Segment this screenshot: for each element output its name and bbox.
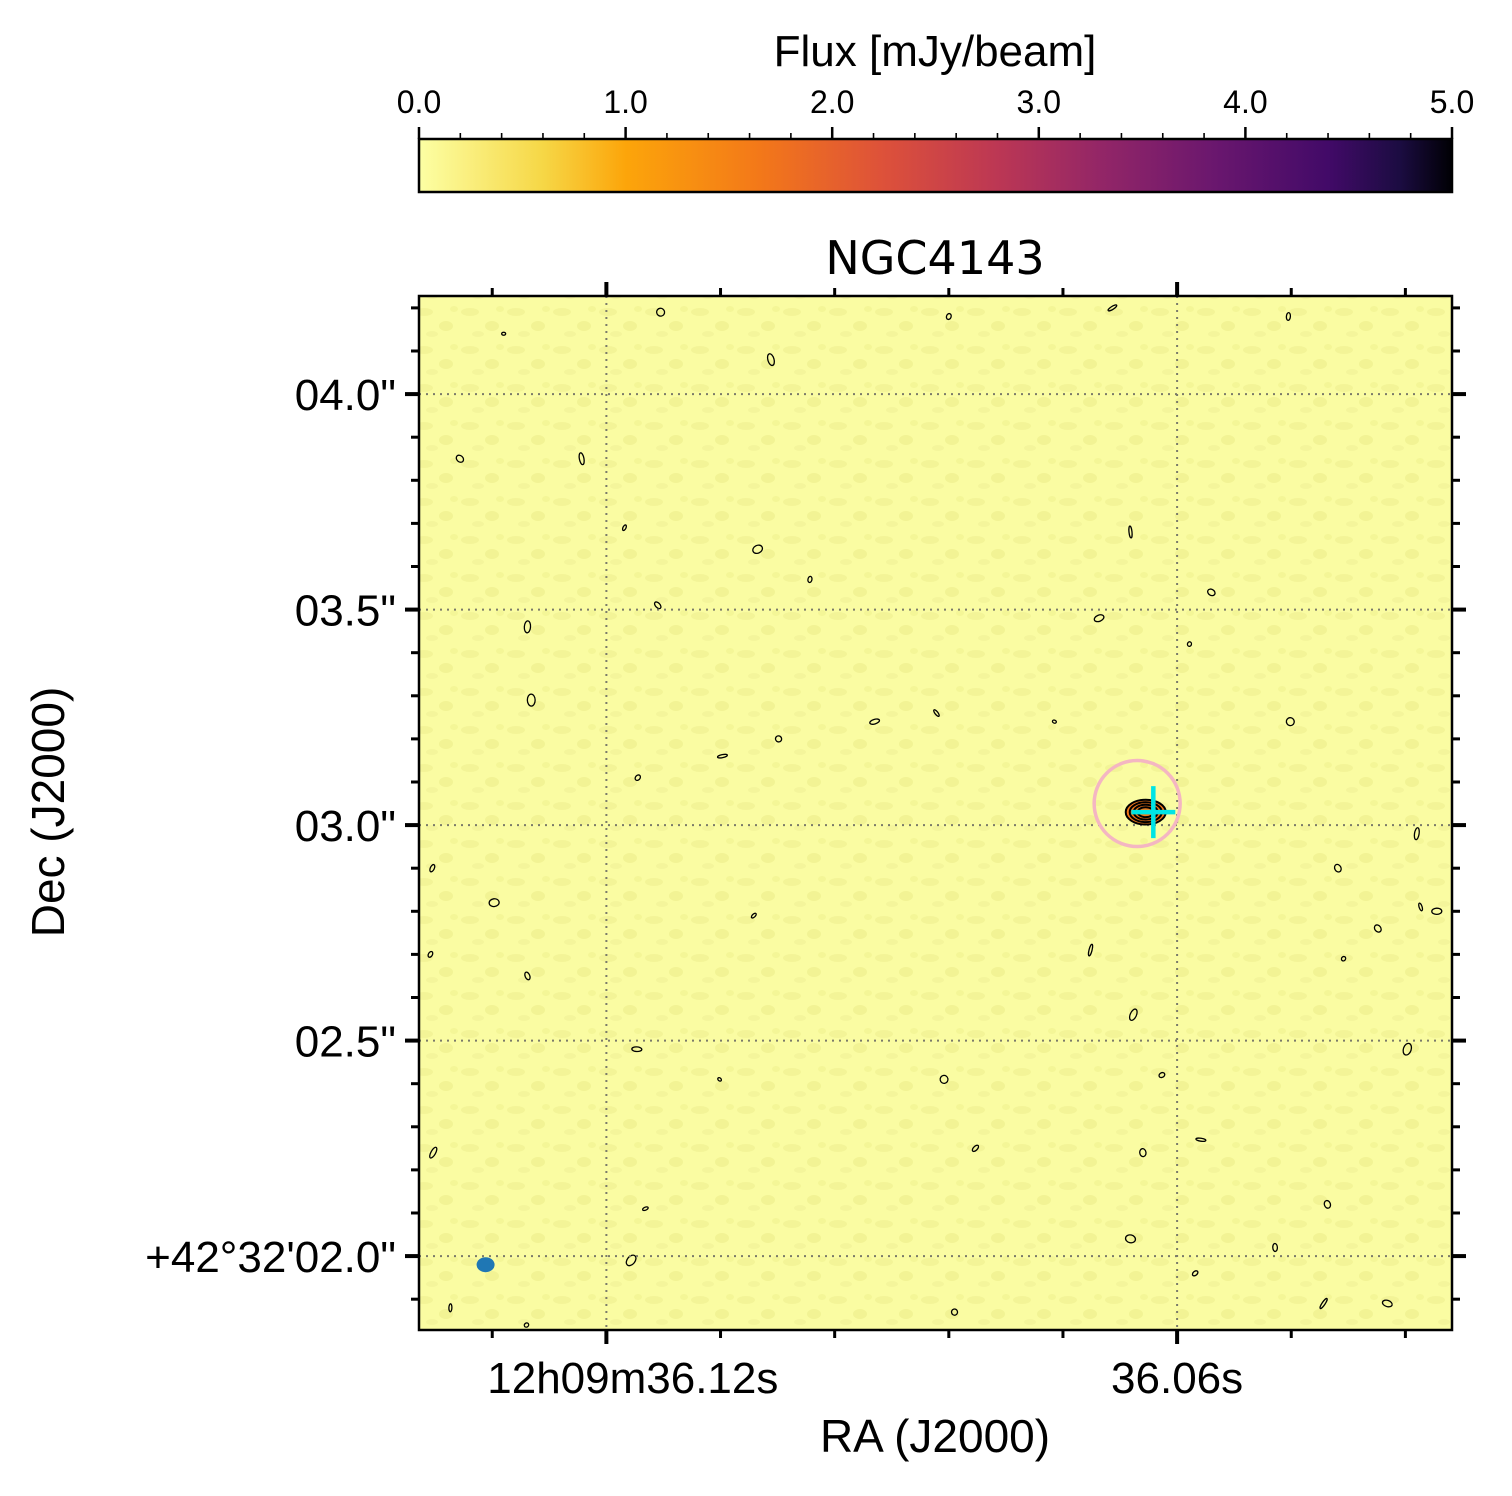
noise-contour — [1107, 304, 1118, 312]
noise-contour — [631, 1046, 643, 1053]
noise-contour — [971, 1144, 980, 1153]
noise-contour — [1285, 311, 1292, 322]
noise-contour — [1051, 719, 1057, 724]
x-axis-label: RA (J2000) — [820, 1410, 1050, 1462]
y-tick-label: 03.5" — [295, 587, 396, 636]
grid — [419, 296, 1452, 1330]
noise-contour — [1128, 1008, 1138, 1022]
plot-frame — [417, 294, 1454, 1332]
noise-contour — [1373, 924, 1382, 933]
noise-contour — [653, 601, 662, 610]
noise-contour — [869, 718, 881, 725]
noise-contour — [1285, 717, 1295, 727]
beam-ellipse — [476, 1257, 495, 1273]
image-background — [419, 296, 1452, 1330]
noise-contour — [655, 307, 666, 317]
noise-contour — [933, 709, 940, 717]
y-tick-label: 03.0" — [295, 802, 396, 851]
noise-contour — [1418, 902, 1424, 912]
noise-contour — [524, 971, 531, 981]
noise-contour — [1340, 955, 1347, 962]
noise-contours — [427, 304, 1476, 1328]
noise-contour — [625, 1254, 637, 1267]
noise-contour — [939, 1074, 949, 1085]
noise-contour — [1333, 863, 1342, 873]
noise-contour — [523, 1322, 530, 1328]
noise-contour — [807, 575, 813, 584]
noise-contour — [455, 454, 465, 463]
noise-contour — [1195, 1137, 1207, 1143]
noise-contour — [526, 693, 536, 707]
noise-contour — [1093, 614, 1105, 623]
y-tick-label: 02.5" — [295, 1018, 396, 1067]
chart-title: NGC4143 — [825, 231, 1044, 285]
noise-contour — [429, 1146, 438, 1159]
colorbar-gradient — [417, 137, 1454, 194]
noise-contour — [578, 452, 585, 466]
y-tick-label: 04.0" — [295, 371, 396, 420]
colorbar-tick-label: 0.0 — [397, 84, 441, 120]
noise-contour — [523, 620, 532, 634]
y-axis-label: Dec (J2000) — [22, 687, 74, 938]
noise-contour — [1139, 1148, 1147, 1158]
noise-contour — [1431, 907, 1443, 916]
noise-contour — [641, 1206, 649, 1212]
colorbar-tick-label: 1.0 — [603, 84, 647, 120]
noise-contour — [488, 898, 500, 908]
axis-ticks — [405, 282, 1466, 1344]
noise-contour — [716, 753, 728, 759]
noise-contour — [750, 912, 757, 919]
noise-contour — [1468, 1105, 1476, 1113]
reference-circle — [1092, 758, 1182, 849]
noise-contour — [1191, 1270, 1199, 1277]
noise-contour — [501, 331, 507, 336]
colorbar-tick-label: 5.0 — [1430, 84, 1474, 120]
noise-contour — [1186, 641, 1193, 648]
noise-contour — [621, 524, 627, 532]
noise-contour — [1128, 525, 1133, 539]
y-tick-label: +42°32'02.0" — [145, 1233, 396, 1282]
colorbar-tick-label: 4.0 — [1223, 84, 1267, 120]
colorbar: Flux [mJy/beam] 0.0 1.0 2.0 3.0 4.0 5.0 — [397, 27, 1474, 194]
noise-contour — [1087, 943, 1094, 957]
noise-contour — [448, 1303, 453, 1313]
colorbar-label: Flux [mJy/beam] — [774, 27, 1097, 76]
noise-contour — [752, 544, 764, 555]
noise-contour — [429, 863, 436, 873]
noise-contour — [1413, 827, 1420, 841]
noise-contour — [427, 950, 434, 958]
noise-contour — [766, 353, 776, 367]
noise-contour — [1207, 588, 1216, 597]
noise-contour — [774, 735, 783, 743]
colorbar-tick-label: 2.0 — [810, 84, 854, 120]
noise-contour — [950, 1308, 959, 1316]
noise-contour — [634, 774, 642, 782]
source — [476, 758, 1182, 1273]
noise-contour — [1158, 1071, 1166, 1079]
noise-contour — [717, 1077, 723, 1082]
noise-contour — [1381, 1299, 1393, 1308]
x-tick-label: 12h09m36.12s — [487, 1354, 778, 1403]
x-tick-label: 36.06s — [1111, 1354, 1243, 1403]
colorbar-tick-label: 3.0 — [1017, 84, 1061, 120]
noise-contour — [1272, 1242, 1279, 1253]
noise-contour — [1319, 1297, 1328, 1310]
y-tick-labels: +42°32'02.0" 02.5" 03.0" 03.5" 04.0" — [145, 371, 396, 1282]
noise-contour — [1124, 1234, 1137, 1244]
colorbar-ticks: 0.0 1.0 2.0 3.0 4.0 5.0 — [397, 84, 1474, 139]
noise-contour — [1323, 1199, 1332, 1209]
noise-contour — [1402, 1042, 1413, 1056]
noise-contour — [945, 312, 952, 321]
